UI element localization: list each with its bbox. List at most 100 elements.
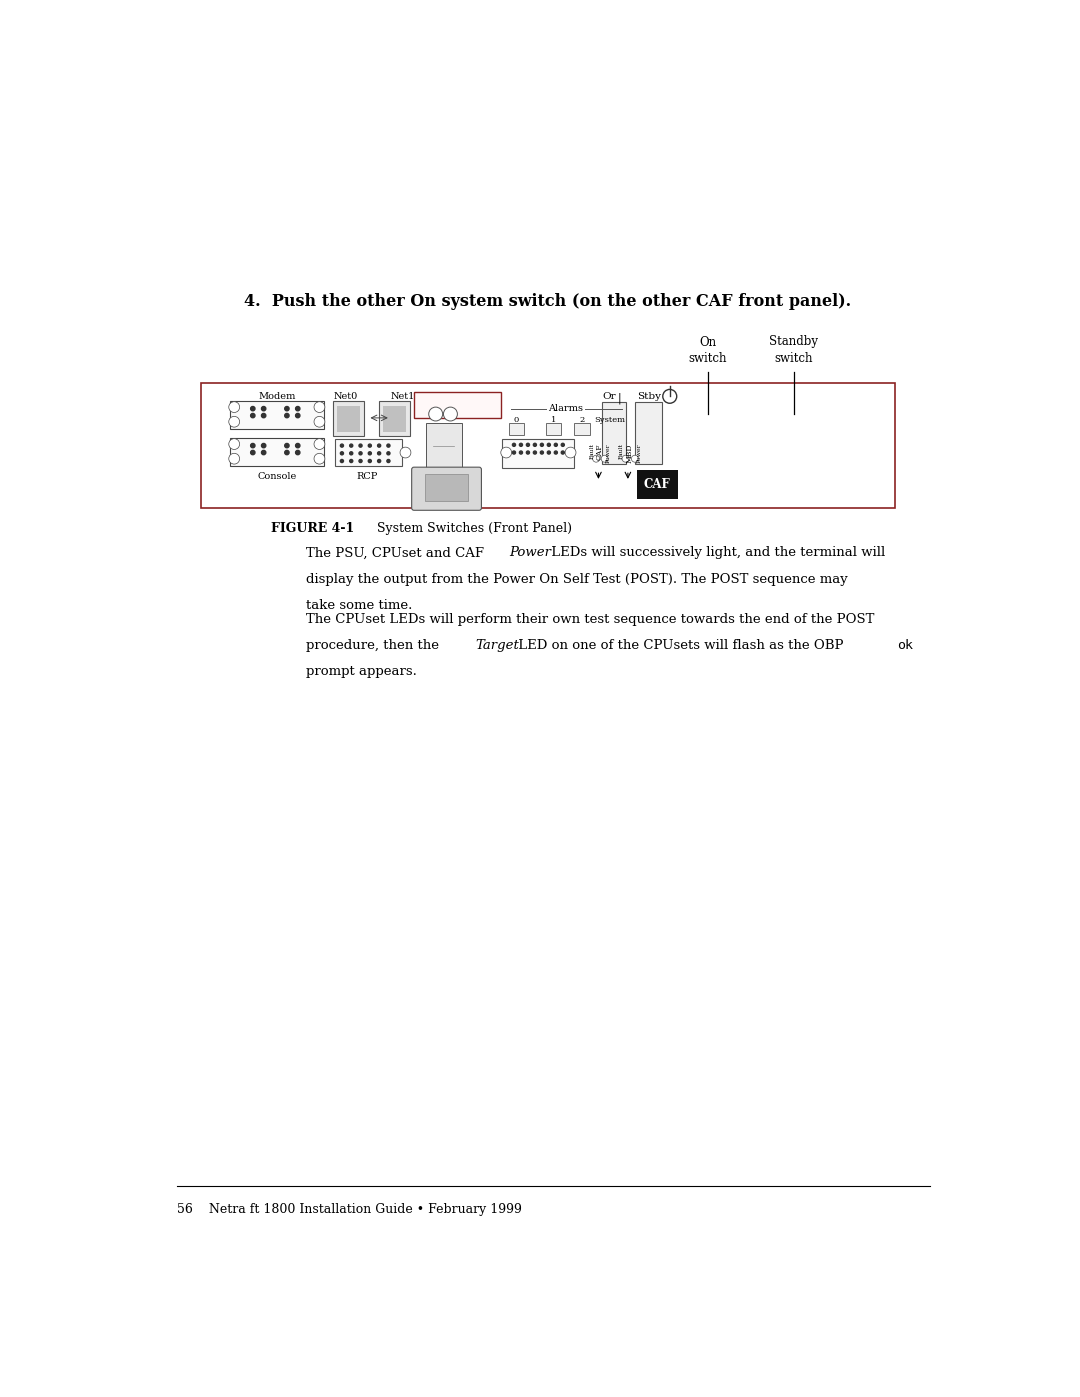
Circle shape: [534, 451, 537, 454]
Circle shape: [526, 451, 529, 454]
FancyBboxPatch shape: [414, 391, 501, 418]
Text: System: System: [594, 415, 625, 423]
Text: Console: Console: [257, 472, 296, 481]
Text: On
switch: On switch: [688, 335, 727, 365]
Text: LED on one of the CPUsets will flash as the OBP: LED on one of the CPUsets will flash as …: [514, 638, 848, 652]
Circle shape: [251, 450, 255, 454]
Text: 4.  Push the other On system switch (on the other CAF front panel).: 4. Push the other On system switch (on t…: [243, 293, 851, 310]
Circle shape: [285, 450, 289, 454]
Circle shape: [229, 439, 240, 450]
Text: System Switches (Front Panel): System Switches (Front Panel): [362, 522, 572, 535]
Circle shape: [429, 407, 443, 420]
Text: MBD: MBD: [625, 443, 634, 462]
Circle shape: [602, 455, 608, 462]
Circle shape: [229, 416, 240, 427]
Circle shape: [378, 451, 380, 455]
Circle shape: [340, 444, 343, 447]
Circle shape: [444, 407, 458, 420]
Circle shape: [350, 451, 353, 455]
Circle shape: [593, 455, 599, 462]
Text: FIGURE 4-1: FIGURE 4-1: [271, 522, 354, 535]
Circle shape: [359, 460, 362, 462]
Circle shape: [251, 407, 255, 411]
Text: 0: 0: [514, 415, 518, 423]
Circle shape: [296, 443, 300, 448]
Circle shape: [261, 443, 266, 448]
Circle shape: [519, 451, 523, 454]
Circle shape: [359, 451, 362, 455]
Circle shape: [340, 451, 343, 455]
Circle shape: [534, 443, 537, 447]
Text: Power: Power: [510, 546, 551, 559]
Circle shape: [314, 453, 325, 464]
Text: 1: 1: [551, 415, 556, 423]
Text: |: |: [618, 393, 621, 404]
Circle shape: [387, 444, 390, 447]
Circle shape: [251, 414, 255, 418]
Circle shape: [368, 460, 372, 462]
Bar: [575, 423, 590, 434]
Circle shape: [261, 414, 266, 418]
Circle shape: [663, 390, 677, 404]
FancyBboxPatch shape: [379, 401, 410, 436]
Circle shape: [285, 443, 289, 448]
Circle shape: [251, 443, 255, 448]
Circle shape: [229, 402, 240, 412]
Circle shape: [540, 451, 543, 454]
Circle shape: [387, 460, 390, 462]
Circle shape: [261, 450, 266, 454]
Text: Net1: Net1: [390, 393, 415, 401]
Circle shape: [378, 460, 380, 462]
Circle shape: [400, 447, 410, 458]
Text: Alarms: Alarms: [548, 404, 582, 414]
FancyBboxPatch shape: [603, 402, 625, 464]
Circle shape: [548, 451, 551, 454]
Text: Modem: Modem: [258, 393, 296, 401]
Circle shape: [501, 447, 512, 458]
Circle shape: [512, 443, 515, 447]
FancyBboxPatch shape: [637, 471, 677, 499]
Circle shape: [526, 443, 529, 447]
Text: Stby: Stby: [637, 393, 661, 401]
FancyBboxPatch shape: [502, 439, 575, 468]
Circle shape: [540, 443, 543, 447]
Text: RCP: RCP: [356, 472, 378, 481]
Text: display the output from the Power On Self Test (POST). The POST sequence may: display the output from the Power On Sel…: [307, 573, 848, 585]
Text: 56    Netra ft 1800 Installation Guide • February 1999: 56 Netra ft 1800 Installation Guide • Fe…: [177, 1203, 522, 1217]
FancyBboxPatch shape: [411, 467, 482, 510]
Text: The PSU, CPUset and CAF: The PSU, CPUset and CAF: [307, 546, 488, 559]
FancyBboxPatch shape: [635, 402, 662, 464]
Circle shape: [562, 443, 565, 447]
Text: CAF: CAF: [644, 478, 671, 492]
Text: LEDs will successively light, and the terminal will: LEDs will successively light, and the te…: [546, 546, 885, 559]
FancyBboxPatch shape: [335, 439, 403, 467]
Text: ok: ok: [896, 638, 913, 652]
Bar: [509, 423, 524, 434]
FancyBboxPatch shape: [201, 383, 894, 509]
Circle shape: [285, 414, 289, 418]
Text: take some time.: take some time.: [307, 599, 413, 612]
Circle shape: [554, 451, 557, 454]
Text: prompt appears.: prompt appears.: [307, 665, 417, 678]
FancyBboxPatch shape: [333, 401, 364, 436]
Text: Or: Or: [603, 393, 616, 401]
Circle shape: [562, 451, 565, 454]
Text: 2: 2: [580, 415, 584, 423]
Circle shape: [340, 460, 343, 462]
Circle shape: [350, 444, 353, 447]
Circle shape: [632, 455, 638, 462]
Circle shape: [548, 443, 551, 447]
Circle shape: [296, 450, 300, 454]
Text: Standby
switch: Standby switch: [769, 335, 819, 365]
Circle shape: [512, 451, 515, 454]
Bar: [602, 423, 617, 434]
Text: The CPUset LEDs will perform their own test sequence towards the end of the POST: The CPUset LEDs will perform their own t…: [307, 613, 875, 626]
Circle shape: [378, 444, 380, 447]
Circle shape: [314, 402, 325, 412]
FancyBboxPatch shape: [383, 407, 406, 432]
Text: Power: Power: [636, 443, 642, 462]
Text: Target: Target: [475, 638, 519, 652]
Circle shape: [359, 444, 362, 447]
Circle shape: [350, 460, 353, 462]
Circle shape: [622, 455, 629, 462]
